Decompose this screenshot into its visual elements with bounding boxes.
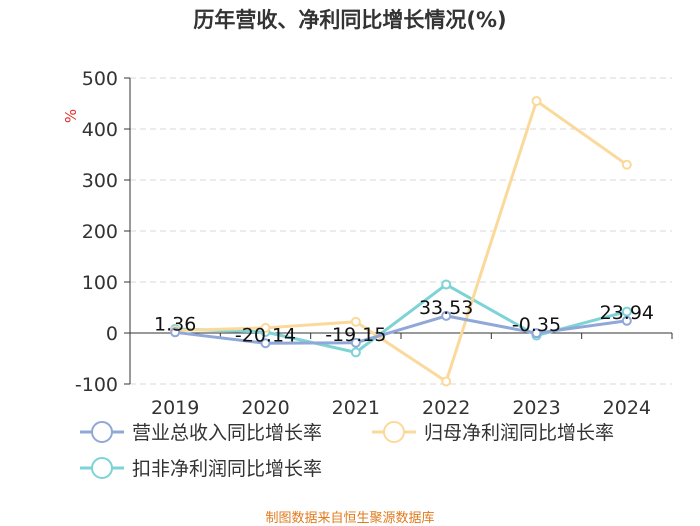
data-point [170,327,181,338]
y-tick-label: 300 [82,170,118,192]
data-label: 23.94 [600,302,654,324]
y-axis-unit-label: % [62,109,80,123]
data-point [621,159,632,170]
y-tick-label: -100 [75,374,118,396]
data-point [441,376,452,387]
data-point [350,316,361,327]
axes: -100 0 100 200 300 400 500 2019 2020 2021 2022 2023… [62,68,673,419]
data-label: -20.14 [235,324,296,346]
legend-marker-icon [383,421,405,443]
data-label: -0.35 [512,314,561,336]
data-label: 33.53 [419,297,473,319]
data-point [531,95,542,106]
data-point [260,322,271,333]
source-footer: 制图数据来自恒生聚源数据库 [265,511,435,526]
data-point [621,306,632,317]
data-point [441,279,452,290]
y-tick-label: 0 [106,323,118,345]
legend-label: 归母净利润同比增长率 [424,422,614,444]
x-tick-label: 2019 [151,397,199,419]
legend-marker-icon [91,457,113,479]
series-lines [170,95,632,387]
x-tick-label: 2022 [422,397,470,419]
data-label: 1.36 [154,313,196,335]
y-tick-label: 500 [82,68,118,90]
data-point [350,337,361,348]
grid-lines [130,77,672,385]
data-point [621,315,632,326]
data-point [531,328,542,339]
data-point [350,347,361,358]
legend-label: 营业总收入同比增长率 [132,422,322,444]
x-tick-label: 2020 [241,397,289,419]
y-tick-label: 100 [82,272,118,294]
x-tick-label: 2024 [603,397,651,419]
data-labels: 1.36 -20.14 -19.15 33.53 -0.35 23.94 [154,297,654,346]
x-tick-label: 2023 [512,397,560,419]
x-tick-label: 2021 [332,397,380,419]
chart-title: 历年营收、净利同比增长情况(%) [193,8,507,32]
data-label: -19.15 [325,324,386,346]
series-line [175,99,628,383]
data-point [441,310,452,321]
legend-label: 扣非净利润同比增长率 [132,458,322,480]
y-tick-label: 400 [82,119,118,141]
legend-marker-icon [91,421,113,443]
data-point [260,338,271,349]
y-tick-label: 200 [82,221,118,243]
series-line [174,314,628,345]
